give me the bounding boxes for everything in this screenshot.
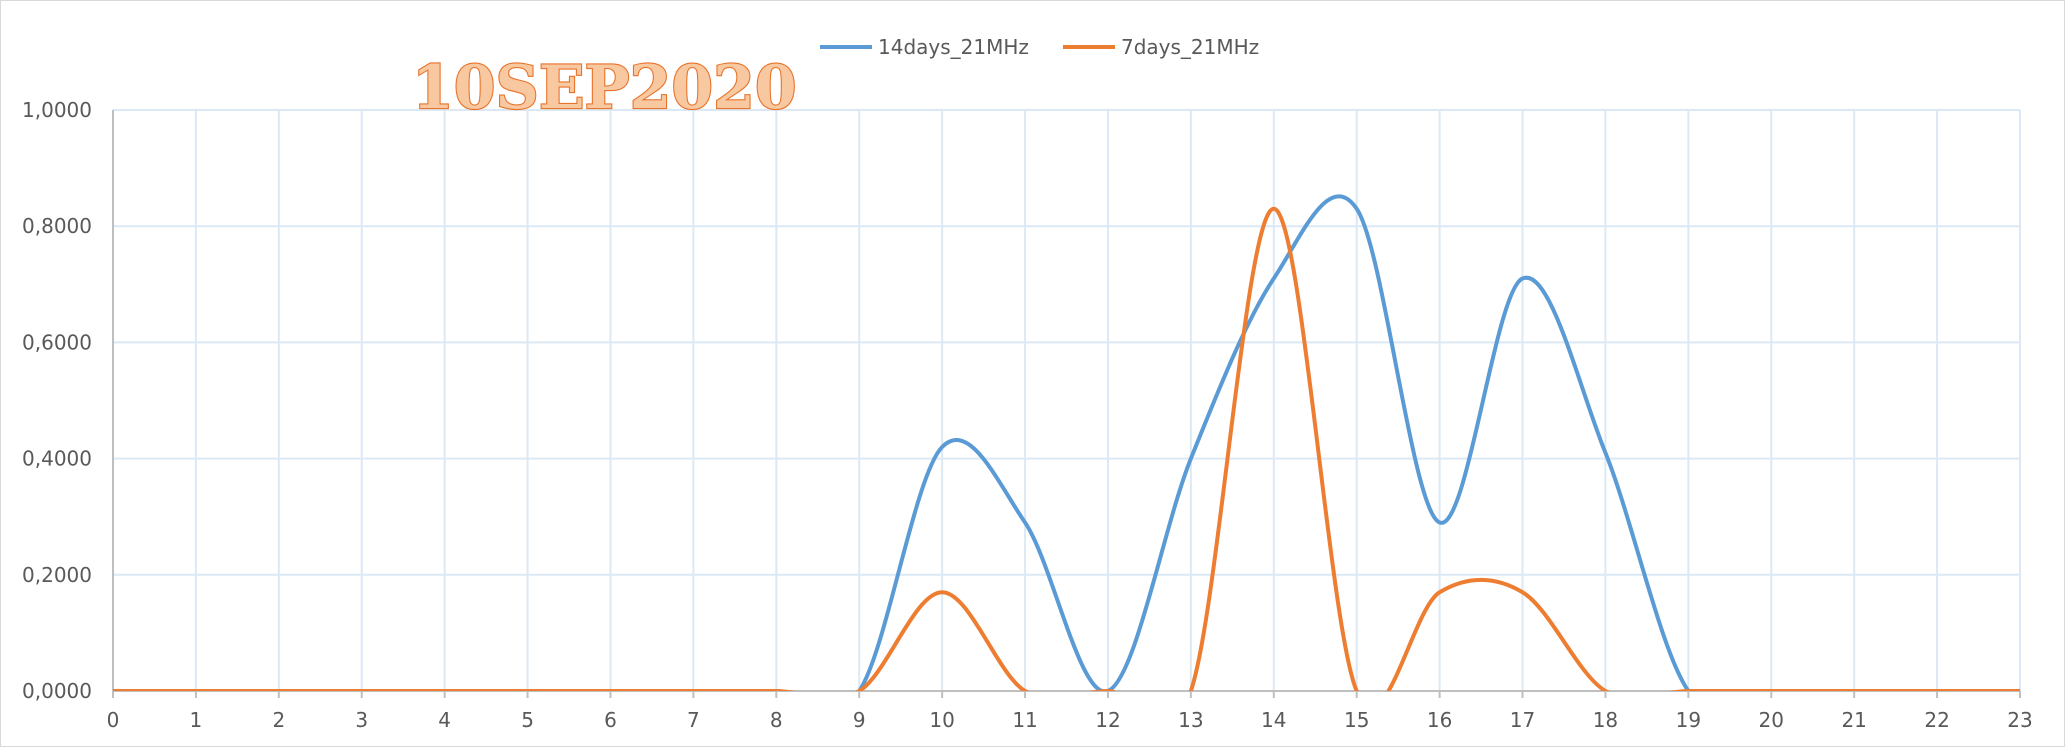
x-tick-label: 4 [438, 708, 451, 732]
x-tick-label: 7 [687, 708, 700, 732]
y-tick-label: 0,8000 [22, 214, 92, 238]
x-tick-label: 17 [1510, 708, 1535, 732]
y-tick-label: 0,0000 [22, 679, 92, 703]
x-tick-label: 16 [1427, 708, 1452, 732]
y-tick-label: 0,2000 [22, 563, 92, 587]
legend-label-1: 14days_21MHz [878, 35, 1029, 59]
x-tick-label: 15 [1344, 708, 1369, 732]
legend-label-2: 7days_21MHz [1121, 35, 1259, 59]
x-tick-label: 20 [1759, 708, 1784, 732]
x-tick-label: 23 [2007, 708, 2032, 732]
y-tick-label: 0,6000 [22, 330, 92, 354]
x-tick-label: 0 [107, 708, 120, 732]
date-stamp-annotation: 10SEP2020 [412, 53, 797, 123]
grid-lines [113, 109, 2021, 691]
x-tick-label: 5 [521, 708, 534, 732]
y-tick-label: 1,0000 [22, 98, 92, 122]
x-tick-label: 2 [272, 708, 285, 732]
x-tick-label: 19 [1676, 708, 1701, 732]
legend: 14days_21MHz 7days_21MHz [820, 35, 1259, 59]
series-line-1 [113, 194, 2020, 691]
x-tick-label: 1 [190, 708, 203, 732]
x-tick-label: 6 [604, 708, 617, 732]
x-tick-label: 14 [1261, 708, 1286, 732]
x-tick-label: 8 [770, 708, 783, 732]
x-tick-label: 12 [1095, 708, 1120, 732]
x-tick-label: 3 [355, 708, 368, 732]
y-tick-label: 0,4000 [22, 447, 92, 471]
series-lines [113, 194, 2020, 691]
x-tick-label: 21 [1841, 708, 1866, 732]
x-tick-label: 18 [1593, 708, 1618, 732]
x-tick-label: 11 [1012, 708, 1037, 732]
x-tick-label: 10 [929, 708, 954, 732]
x-tick-label: 13 [1178, 708, 1203, 732]
x-tick-label: 22 [1924, 708, 1949, 732]
series-line-2 [113, 206, 2020, 691]
x-tick-label: 9 [853, 708, 866, 732]
